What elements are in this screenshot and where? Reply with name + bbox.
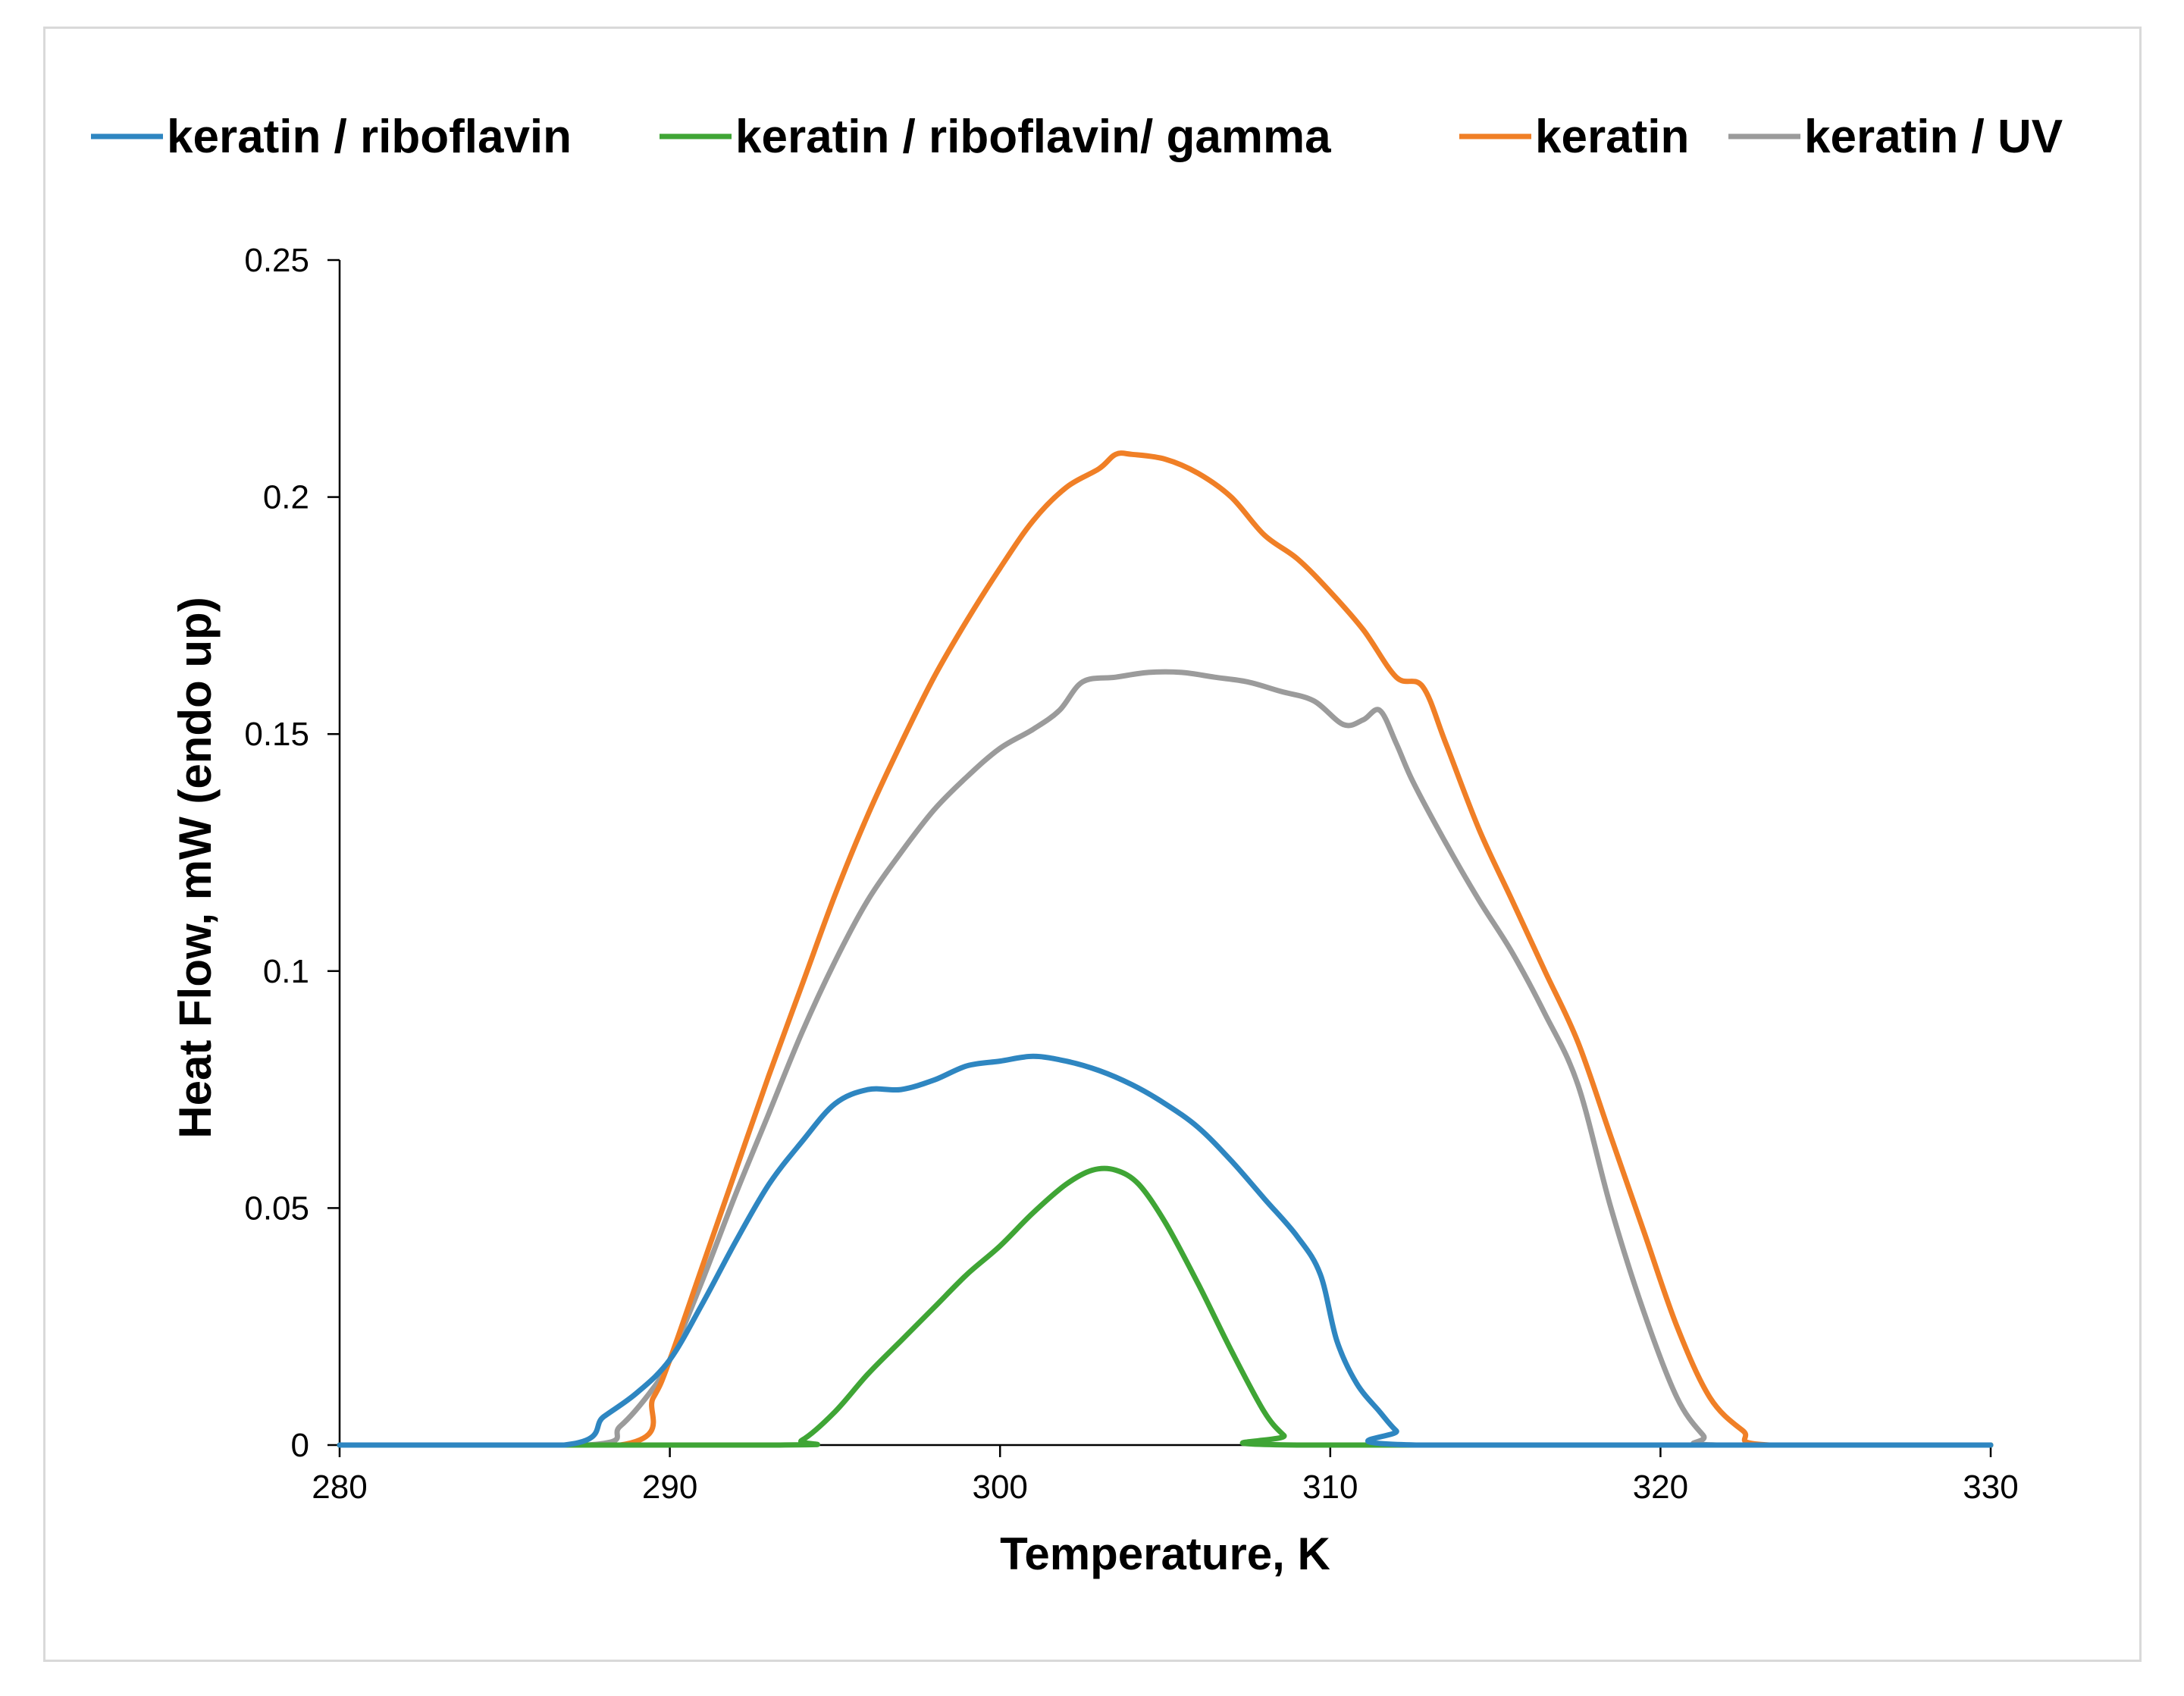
series-line-keratin-riboflavin-gamma [337, 1165, 1994, 1448]
ticks: 0 0.05 0.1 0.15 0.2 0.25 280 290 300 310 320 330 [244, 242, 2018, 1506]
legend-label-keratin-uv: keratin / UV [1804, 111, 2063, 163]
y-tick-label: 0 [291, 1427, 309, 1464]
x-axis-title: Temperature, K [1000, 1528, 1330, 1579]
x-tick-label: 280 [312, 1469, 367, 1506]
x-tick-label: 290 [642, 1469, 697, 1506]
axes [338, 260, 1991, 1447]
x-tick-label: 320 [1633, 1469, 1688, 1506]
series-line-keratin-uv [337, 669, 1994, 1448]
y-tick-label: 0.25 [244, 242, 309, 279]
series-line-keratin [337, 450, 1994, 1448]
legend: keratin / riboflavin keratin / riboflavin… [91, 111, 2063, 163]
y-tick-label: 0.2 [263, 479, 309, 516]
y-tick-label: 0.05 [244, 1190, 309, 1227]
x-tick-label: 300 [972, 1469, 1027, 1506]
chart-frame [43, 27, 2142, 1662]
series-line-keratin-riboflavin [337, 1053, 1994, 1448]
series-layer [337, 450, 1994, 1448]
x-tick-label: 310 [1302, 1469, 1358, 1506]
legend-label-keratin: keratin [1535, 111, 1689, 163]
x-tick-label: 330 [1963, 1469, 2018, 1506]
legend-label-keratin-riboflavin: keratin / riboflavin [167, 111, 572, 163]
y-tick-label: 0.15 [244, 716, 309, 753]
y-tick-label: 0.1 [263, 953, 309, 990]
legend-label-keratin-riboflavin-gamma: keratin / riboflavin/ gamma [735, 111, 1331, 163]
y-axis-title: Heat Flow, mW (endo up) [170, 597, 221, 1138]
